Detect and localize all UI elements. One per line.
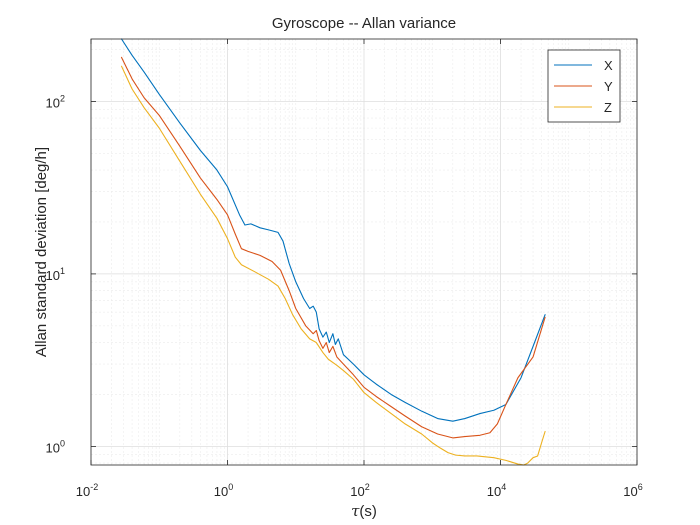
y-tick-label: 101	[46, 266, 65, 283]
tick-exponent: 2	[60, 93, 65, 103]
tick-base: 10	[623, 484, 637, 499]
tick-exponent: 0	[228, 482, 233, 492]
x-axis-ticks: 10-2 100 102 104 106	[76, 39, 643, 499]
x-tick-label: 102	[350, 482, 369, 499]
legend-label: Y	[604, 79, 613, 94]
tick-base: 10	[46, 268, 60, 283]
tick-base: 10	[46, 440, 60, 455]
x-tick-label: 104	[487, 482, 506, 499]
x-axis-unit: (s)	[359, 503, 377, 520]
series-line-y	[120, 56, 546, 439]
tick-exponent: -2	[90, 482, 98, 492]
x-tick-label: 100	[214, 482, 233, 499]
y-axis-label: Allan standard deviation [deg/h]	[33, 147, 50, 357]
tick-exponent: 6	[638, 482, 643, 492]
tick-exponent: 4	[501, 482, 506, 492]
x-axis-label: τ(s)	[351, 502, 377, 520]
series-line-x	[120, 38, 546, 422]
tick-base: 10	[46, 95, 60, 110]
tick-exponent: 0	[60, 438, 65, 448]
chart-title: Gyroscope -- Allan variance	[272, 15, 456, 32]
tick-exponent: 1	[60, 266, 65, 276]
series-line-z	[120, 65, 546, 466]
legend-label: Z	[604, 100, 612, 115]
tick-base: 10	[214, 484, 228, 499]
x-axis-symbol: τ	[351, 502, 360, 520]
x-tick-label: 106	[623, 482, 642, 499]
y-tick-label: 102	[46, 93, 65, 110]
legend: XYZ	[547, 49, 621, 123]
tick-base: 10	[487, 484, 501, 499]
tick-exponent: 2	[365, 482, 370, 492]
x-tick-label: 10-2	[76, 482, 98, 499]
tick-base: 10	[350, 484, 364, 499]
tick-base: 10	[76, 484, 90, 499]
legend-label: X	[604, 58, 613, 73]
series-layer	[120, 38, 546, 466]
y-tick-label: 100	[46, 438, 65, 455]
